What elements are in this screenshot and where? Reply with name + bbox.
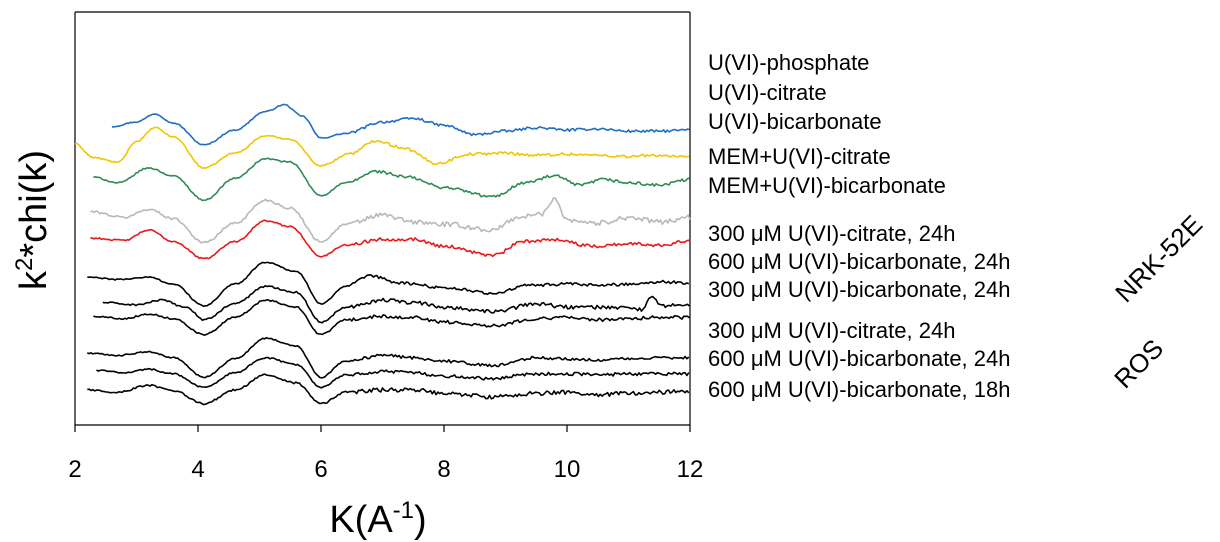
group-label-nrk52e: NRK-52E (1109, 209, 1208, 308)
series-line-600-m-u-vi-bicarbonate-24h (96, 356, 690, 389)
series-line-600-m-u-vi-bicarbonate-18h (87, 373, 690, 406)
series-label-u-vi-citrate: U(VI)-citrate (708, 80, 827, 105)
series-label-600-m-u-vi-bicarbonate-24h: 600 μM U(VI)-bicarbonate, 24h (708, 249, 1011, 274)
y-axis-title-sup: 2 (11, 258, 38, 271)
series-label-u-vi-phosphate: U(VI)-phosphate (708, 50, 869, 75)
series-line-300-m-u-vi-citrate-24h (87, 261, 690, 307)
series-labels: U(VI)-phosphate U(VI)-citrate U(VI)-bicarb… (708, 50, 1011, 402)
series-label-600-m-u-vi-bicarbonate-18h: 600 μM U(VI)-bicarbonate, 18h (708, 377, 1011, 402)
x-tick-label: 10 (554, 456, 581, 483)
series-line-mem-u-vi-citrate (90, 197, 691, 244)
x-axis-title-sup: -1 (393, 497, 414, 524)
series-label-300-m-u-vi-citrate-24h: 300 μM U(VI)-citrate, 24h (708, 318, 955, 343)
series-line-600-m-u-vi-bicarbonate-24h (102, 285, 690, 324)
y-axis-title: k2*chi(k) (11, 150, 55, 290)
series-label-300-m-u-vi-citrate-24h: 300 μM U(VI)-citrate, 24h (708, 221, 955, 246)
series-line-u-vi-bicarbonate (93, 157, 690, 202)
x-ticks: 2 4 6 8 10 12 (68, 425, 703, 483)
series-line-300-m-u-vi-bicarbonate-24h (93, 299, 690, 336)
x-axis-title: K(A-1) (329, 497, 426, 541)
series-label-300-m-u-vi-bicarbonate-24h: 300 μM U(VI)-bicarbonate, 24h (708, 277, 1011, 302)
x-tick-label: 2 (68, 456, 81, 483)
series-label-mem-u-vi-bicarbonate: MEM+U(VI)-bicarbonate (708, 173, 946, 198)
x-tick-label: 12 (677, 456, 704, 483)
series-line-300-m-u-vi-citrate-24h (87, 336, 690, 379)
x-tick-label: 6 (314, 456, 327, 483)
series-layer (74, 103, 691, 406)
plot-area: 2 4 6 8 10 12 (68, 11, 703, 483)
x-tick-label: 8 (437, 456, 450, 483)
series-line-mem-u-vi-bicarbonate (90, 219, 691, 260)
series-line-u-vi-citrate (74, 126, 690, 169)
group-label-ros: ROS (1108, 333, 1169, 394)
series-label-u-vi-bicarbonate: U(VI)-bicarbonate (708, 109, 882, 134)
series-line-u-vi-phosphate (111, 103, 690, 146)
series-label-600-m-u-vi-bicarbonate-24h: 600 μM U(VI)-bicarbonate, 24h (708, 346, 1011, 371)
x-axis-title-end: ) (414, 499, 427, 541)
y-axis-title-end: *chi(k) (13, 150, 55, 258)
x-tick-label: 4 (191, 456, 204, 483)
series-label-mem-u-vi-citrate: MEM+U(VI)-citrate (708, 144, 891, 169)
